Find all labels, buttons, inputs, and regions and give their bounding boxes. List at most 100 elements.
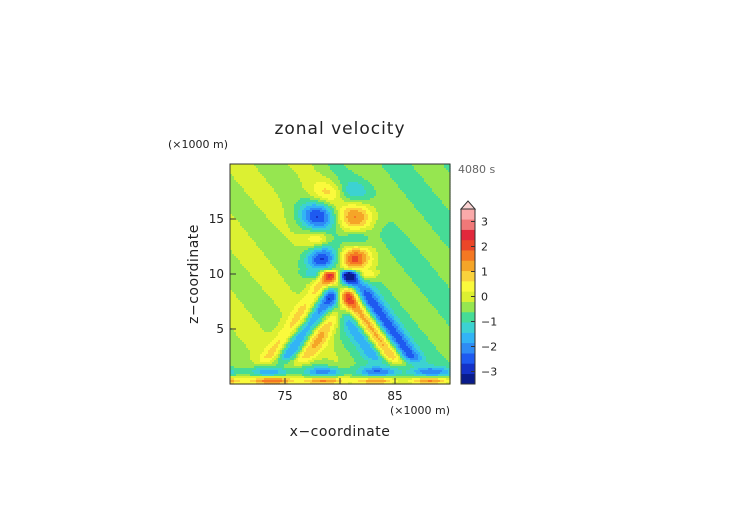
heatmap-cell: [266, 254, 269, 257]
heatmap-cell: [376, 244, 379, 247]
heatmap-cell: [412, 232, 415, 235]
heatmap-plot-area: [229, 163, 451, 385]
heatmap-cell: [256, 204, 259, 207]
heatmap-cell: [242, 182, 245, 185]
heatmap-cell: [390, 196, 393, 199]
heatmap-cell: [312, 240, 315, 243]
heatmap-cell: [406, 206, 409, 209]
heatmap-cell: [406, 240, 409, 243]
heatmap-cell: [242, 180, 245, 183]
heatmap-cell: [394, 188, 397, 191]
heatmap-cell: [388, 200, 391, 203]
heatmap-cell: [426, 168, 429, 171]
heatmap-cell: [274, 230, 277, 233]
heatmap-cell: [360, 244, 363, 247]
heatmap-cell: [302, 246, 305, 249]
heatmap-cell: [432, 164, 435, 167]
heatmap-cell: [300, 170, 303, 173]
heatmap-cell: [330, 196, 333, 199]
heatmap-cell: [262, 174, 265, 177]
heatmap-cell: [370, 190, 373, 193]
heatmap-cell: [310, 236, 313, 239]
heatmap-cell: [428, 226, 431, 229]
heatmap-cell: [286, 182, 289, 185]
heatmap-cell: [312, 250, 315, 253]
heatmap-cell: [298, 220, 301, 223]
heatmap-cell: [380, 178, 383, 181]
heatmap-cell: [244, 184, 247, 187]
heatmap-cell: [294, 250, 297, 253]
heatmap-cell: [368, 200, 371, 203]
heatmap-cell: [274, 172, 277, 175]
heatmap-cell: [304, 242, 307, 245]
heatmap-cell: [332, 238, 335, 241]
heatmap-cell: [240, 242, 243, 245]
heatmap-cell: [416, 212, 419, 215]
heatmap-cell: [284, 190, 287, 193]
heatmap-cell: [416, 204, 419, 207]
heatmap-cell: [342, 250, 345, 253]
heatmap-cell: [424, 198, 427, 201]
heatmap-cell: [402, 166, 405, 169]
heatmap-cell: [412, 184, 415, 187]
heatmap-cell: [386, 194, 389, 197]
heatmap-cell: [350, 166, 353, 169]
heatmap-cell: [352, 190, 355, 193]
heatmap-cell: [354, 172, 357, 175]
heatmap-cell: [428, 216, 431, 219]
heatmap-cell: [440, 174, 443, 177]
heatmap-cell: [324, 212, 327, 215]
heatmap-cell: [324, 242, 327, 245]
heatmap-cell: [370, 178, 373, 181]
heatmap-cell: [300, 242, 303, 245]
heatmap-cell: [344, 192, 347, 195]
heatmap-cell: [338, 186, 341, 189]
heatmap-cell: [366, 178, 369, 181]
heatmap-cell: [318, 218, 321, 221]
heatmap-cell: [442, 232, 445, 235]
heatmap-cell: [334, 250, 337, 253]
heatmap-cell: [268, 248, 271, 251]
heatmap-cell: [378, 166, 381, 169]
heatmap-cell: [338, 210, 341, 213]
heatmap-cell: [312, 224, 315, 227]
heatmap-cell: [360, 218, 363, 221]
heatmap-cell: [246, 242, 249, 245]
heatmap-cell: [234, 246, 237, 249]
heatmap-cell: [440, 218, 443, 221]
heatmap-cell: [354, 224, 357, 227]
heatmap-cell: [352, 184, 355, 187]
heatmap-cell: [348, 192, 351, 195]
heatmap-cell: [288, 178, 291, 181]
heatmap-cell: [380, 214, 383, 217]
heatmap-cell: [258, 168, 261, 171]
heatmap-cell: [386, 204, 389, 207]
heatmap-cell: [324, 220, 327, 223]
heatmap-cell: [328, 176, 331, 179]
heatmap-cell: [394, 246, 397, 249]
heatmap-cell: [400, 182, 403, 185]
heatmap-cell: [376, 216, 379, 219]
heatmap-cell: [248, 226, 251, 229]
heatmap-cell: [424, 192, 427, 195]
heatmap-cell: [308, 212, 311, 215]
heatmap-cell: [284, 214, 287, 217]
heatmap-cell: [386, 168, 389, 171]
heatmap-cell: [334, 204, 337, 207]
heatmap-cell: [414, 168, 417, 171]
heatmap-cell: [446, 220, 449, 223]
heatmap-cell: [330, 226, 333, 229]
heatmap-cell: [418, 174, 421, 177]
heatmap-cell: [308, 200, 311, 203]
heatmap-cell: [352, 206, 355, 209]
heatmap-cell: [396, 188, 399, 191]
heatmap-cell: [252, 192, 255, 195]
heatmap-cell: [238, 216, 241, 219]
heatmap-cell: [416, 240, 419, 243]
heatmap-cell: [240, 232, 243, 235]
heatmap-cell: [444, 208, 447, 211]
heatmap-cell: [350, 220, 353, 223]
heatmap-cell: [374, 214, 377, 217]
heatmap-cell: [294, 246, 297, 249]
